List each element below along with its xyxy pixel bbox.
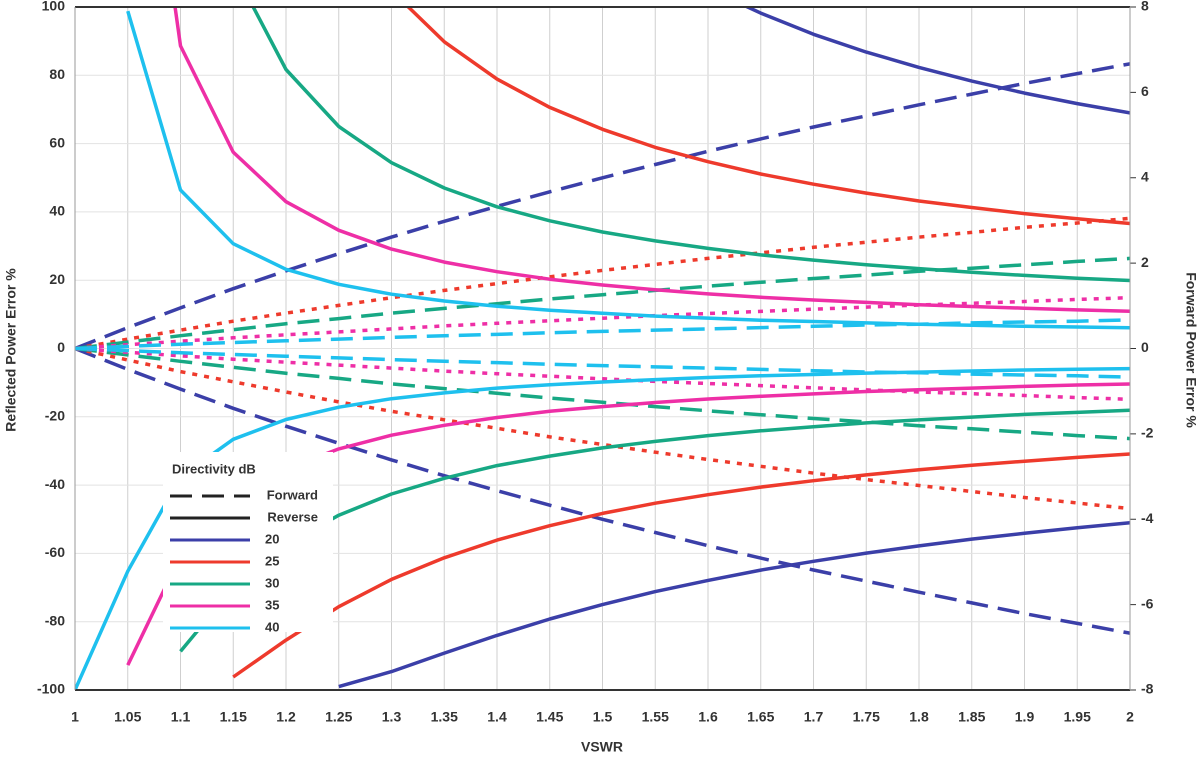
legend-style-label: Forward [267, 487, 318, 502]
legend-label: 25 [265, 553, 279, 568]
x-axis-label: VSWR [581, 739, 623, 755]
legend-label: 35 [265, 597, 279, 612]
y2-tick-label: -2 [1141, 425, 1154, 441]
x-tick-label: 2 [1126, 709, 1134, 725]
series-line [75, 256, 1130, 351]
x-tick-label: 1.4 [487, 709, 507, 725]
y-tick-label: -80 [45, 612, 65, 628]
y2-tick-label: -6 [1141, 595, 1154, 611]
x-tick-label: 1.1 [171, 709, 191, 725]
legend-box [163, 452, 333, 632]
x-tick-label: 1.45 [536, 709, 563, 725]
x-tick-label: 1.5 [593, 709, 613, 725]
y2-tick-label: -4 [1141, 510, 1154, 526]
x-tick-label: 1.25 [325, 709, 352, 725]
x-tick-label: 1.95 [1064, 709, 1091, 725]
y2-tick-label: 2 [1141, 254, 1149, 270]
legend: Directivity dB Forward Reverse 20 25 30 35 40 [163, 452, 333, 634]
axes: 1 1.05 1.1 1.15 1.2 1.25 1.3 1.35 1.4 1.45 1.5 1.55… [37, 0, 1154, 725]
y-tick-label: 80 [49, 66, 65, 82]
x-tick-label: 1.65 [747, 709, 774, 725]
grid [74, 6, 1131, 691]
legend-label: 40 [265, 619, 279, 634]
x-tick-label: 1.05 [114, 709, 141, 725]
series-line [75, 346, 1130, 511]
y2-tick-label: -8 [1141, 681, 1154, 697]
y-tick-label: -20 [45, 408, 65, 424]
y2-tick-label: 0 [1141, 339, 1149, 355]
y2-tick-label: 6 [1141, 83, 1149, 99]
y2-axis-label: Forward Power Error % [1183, 272, 1199, 428]
y-tick-label: 60 [49, 134, 65, 150]
y-tick-label: -60 [45, 544, 65, 560]
series-line [75, 346, 1130, 402]
y-tick-label: 20 [49, 271, 65, 287]
series-line [126, 10, 1130, 330]
x-tick-label: 1.9 [1015, 709, 1035, 725]
legend-style-label: Reverse [267, 509, 318, 524]
plot-lines [75, 7, 1130, 690]
y-tick-label: 0 [57, 339, 65, 355]
x-tick-label: 1 [71, 709, 79, 725]
y-tick-label: -100 [37, 681, 65, 697]
legend-label: 20 [265, 531, 279, 546]
x-tick-label: 1.75 [853, 709, 880, 725]
y-tick-label: 40 [49, 203, 65, 219]
legend-title: Directivity dB [172, 461, 256, 476]
x-tick-label: 1.15 [220, 709, 247, 725]
x-tick-label: 1.55 [642, 709, 669, 725]
series-line [75, 295, 1130, 351]
x-tick-label: 1.6 [698, 709, 718, 725]
series-line [75, 318, 1130, 351]
y-tick-label: 100 [42, 0, 66, 14]
series-line [405, 7, 1130, 226]
y2-tick-label: 4 [1141, 168, 1149, 184]
series-line [179, 408, 1130, 653]
y2-tick-label: 8 [1141, 0, 1149, 14]
y-tick-label: -40 [45, 476, 65, 492]
series-line [338, 520, 1130, 689]
x-tick-label: 1.3 [382, 709, 402, 725]
x-tick-label: 1.2 [276, 709, 296, 725]
series-line [75, 346, 1130, 441]
series-line [75, 346, 1130, 379]
x-tick-label: 1.8 [909, 709, 929, 725]
series-line [75, 62, 1130, 351]
series-line [75, 346, 1130, 635]
series-line [173, 7, 1130, 314]
x-tick-label: 1.7 [804, 709, 824, 725]
series-line [251, 7, 1130, 283]
y-axis-label: Reflected Power Error % [3, 268, 19, 432]
x-tick-label: 1.35 [431, 709, 458, 725]
series-line [743, 7, 1130, 115]
series-line [232, 452, 1130, 679]
legend-label: 30 [265, 575, 279, 590]
x-tick-label: 1.85 [958, 709, 985, 725]
series-line [75, 366, 1130, 690]
